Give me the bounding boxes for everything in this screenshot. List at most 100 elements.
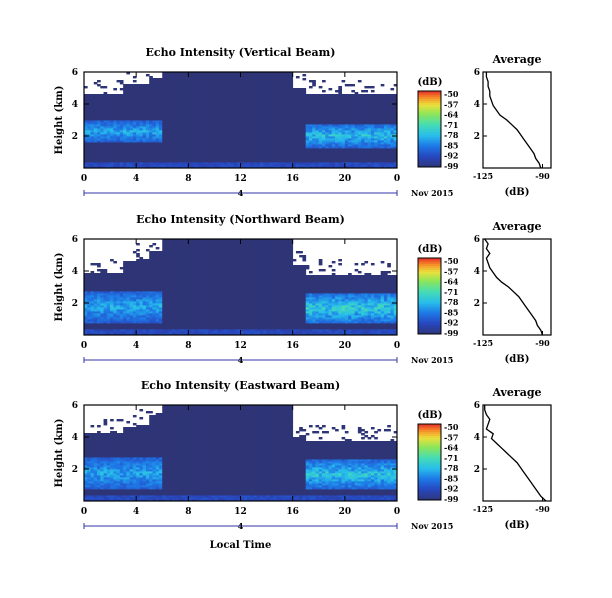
colorbar-unit: (dB) <box>418 410 443 421</box>
average-frame <box>482 238 552 336</box>
heatmap-panel-1: Echo Intensity (Vertical Beam) 0 4 8 12 16 20 0… <box>54 46 459 198</box>
heatmap-panel-2: Echo Intensity (Northward Beam) 0 4 8 12 16 20… <box>54 213 459 365</box>
x-tick-label: -125 <box>473 171 493 181</box>
y-tick-label: 2 <box>474 132 480 142</box>
x-tick-label: 12 <box>234 174 247 184</box>
average-profile-line <box>484 238 544 336</box>
colorbar-tick-label: -71 <box>444 120 458 130</box>
average-panel-1: Average 2 4 6 -125 -90 (dB) <box>473 53 552 198</box>
colorbar-unit: (dB) <box>418 77 443 88</box>
x-tick-label: 0 <box>81 174 87 184</box>
y-tick-label: 4 <box>474 433 480 443</box>
colorbar-tick-label: -85 <box>444 307 458 317</box>
y-tick-label: 4 <box>474 267 480 277</box>
colorbar-frame <box>417 90 442 168</box>
x-axis-label: Local Time <box>210 540 272 551</box>
x-tick-label: 16 <box>286 174 299 184</box>
colorbar: (dB)-50-57-64-71-78-85-92-99 <box>417 244 459 338</box>
x-tick-label: -125 <box>473 504 493 514</box>
panel-title: Echo Intensity (Northward Beam) <box>136 213 345 226</box>
colorbar-tick-label: -85 <box>444 473 458 483</box>
x-tick-label: 12 <box>234 507 247 517</box>
x-tick-label: 0 <box>81 507 87 517</box>
x-tick-label: -125 <box>473 338 493 348</box>
colorbar-tick-label: -71 <box>444 287 458 297</box>
colorbar-tick-label: -50 <box>444 422 459 432</box>
colorbar-frame <box>417 423 442 501</box>
y-tick-label: 6 <box>72 68 78 78</box>
colorbar-tick-label: -99 <box>444 494 459 504</box>
x-tick-label: -90 <box>535 504 550 514</box>
x-tick-label: 8 <box>185 341 191 351</box>
panel-title: Echo Intensity (Vertical Beam) <box>145 46 335 59</box>
x-tick-label: 16 <box>286 507 299 517</box>
heatmap-cells <box>84 239 398 336</box>
colorbar-tick-label: -99 <box>444 328 459 338</box>
average-xlabel: (dB) <box>505 187 530 198</box>
x-tick-label: -90 <box>535 338 550 348</box>
colorbar-frame <box>417 257 442 335</box>
y-tick-label: 4 <box>72 100 78 110</box>
colorbar-tick-label: -78 <box>444 297 459 307</box>
colorbar-tick-label: -50 <box>444 89 459 99</box>
colorbar-tick-label: -57 <box>444 99 458 109</box>
colorbar-tick-label: -92 <box>444 484 458 494</box>
x-tick-label: -90 <box>535 171 550 181</box>
x-tick-label: 4 <box>133 174 139 184</box>
y-tick-label: 2 <box>474 465 480 475</box>
date-marker: 4 <box>238 521 244 531</box>
average-panel-2: Average 2 4 6 -125 -90 (dB) <box>473 220 552 365</box>
heatmap-cells <box>84 405 398 502</box>
date-marker: 4 <box>238 188 244 198</box>
date-label: Nov 2015 <box>411 355 453 365</box>
y-tick-label: 4 <box>72 433 78 443</box>
x-tick-label: 8 <box>185 174 191 184</box>
average-title: Average <box>491 53 541 66</box>
y-axis-label: Height (km) <box>54 419 65 488</box>
panel-title: Echo Intensity (Eastward Beam) <box>141 379 340 392</box>
heatmap-panel-3: Echo Intensity (Eastward Beam) 0 4 8 12 16 20 0… <box>54 379 459 531</box>
colorbar-tick-label: -78 <box>444 130 459 140</box>
average-frame <box>482 404 552 502</box>
colorbar-tick-label: -85 <box>444 140 458 150</box>
colorbar-tick-label: -92 <box>444 318 458 328</box>
x-tick-label: 20 <box>339 507 352 517</box>
average-profile-line <box>484 405 547 502</box>
average-xlabel: (dB) <box>505 354 530 365</box>
y-tick-label: 2 <box>72 132 78 142</box>
average-xlabel: (dB) <box>505 520 530 531</box>
average-title: Average <box>491 220 541 233</box>
x-tick-label: 4 <box>133 341 139 351</box>
x-tick-label: 0 <box>81 341 87 351</box>
colorbar-tick-label: -64 <box>444 110 459 120</box>
colorbar: (dB)-50-57-64-71-78-85-92-99 <box>417 410 459 504</box>
y-tick-label: 6 <box>72 235 78 245</box>
y-tick-label: 2 <box>72 465 78 475</box>
y-tick-label: 6 <box>474 68 480 78</box>
x-tick-label: 8 <box>185 507 191 517</box>
y-tick-label: 6 <box>72 401 78 411</box>
colorbar-tick-label: -50 <box>444 256 459 266</box>
date-label: Nov 2015 <box>411 188 453 198</box>
y-axis-label: Height (km) <box>54 253 65 322</box>
colorbar-unit: (dB) <box>418 244 443 255</box>
colorbar-tick-label: -64 <box>444 443 459 453</box>
colorbar-tick-label: -57 <box>444 432 458 442</box>
x-tick-label: 12 <box>234 341 247 351</box>
y-tick-label: 6 <box>474 235 480 245</box>
colorbar-tick-label: -78 <box>444 463 459 473</box>
x-tick-label: 20 <box>339 341 352 351</box>
x-tick-label: 16 <box>286 341 299 351</box>
colorbar: (dB)-50-57-64-71-78-85-92-99 <box>417 77 459 171</box>
date-label: Nov 2015 <box>411 521 453 531</box>
average-title: Average <box>491 386 541 399</box>
y-tick-label: 6 <box>474 401 480 411</box>
x-tick-label: 0 <box>394 507 400 517</box>
colorbar-tick-label: -57 <box>444 266 458 276</box>
average-frame <box>482 71 552 169</box>
x-tick-label: 0 <box>394 174 400 184</box>
y-axis-label: Height (km) <box>54 86 65 155</box>
y-tick-label: 2 <box>474 299 480 309</box>
x-tick-label: 4 <box>133 507 139 517</box>
